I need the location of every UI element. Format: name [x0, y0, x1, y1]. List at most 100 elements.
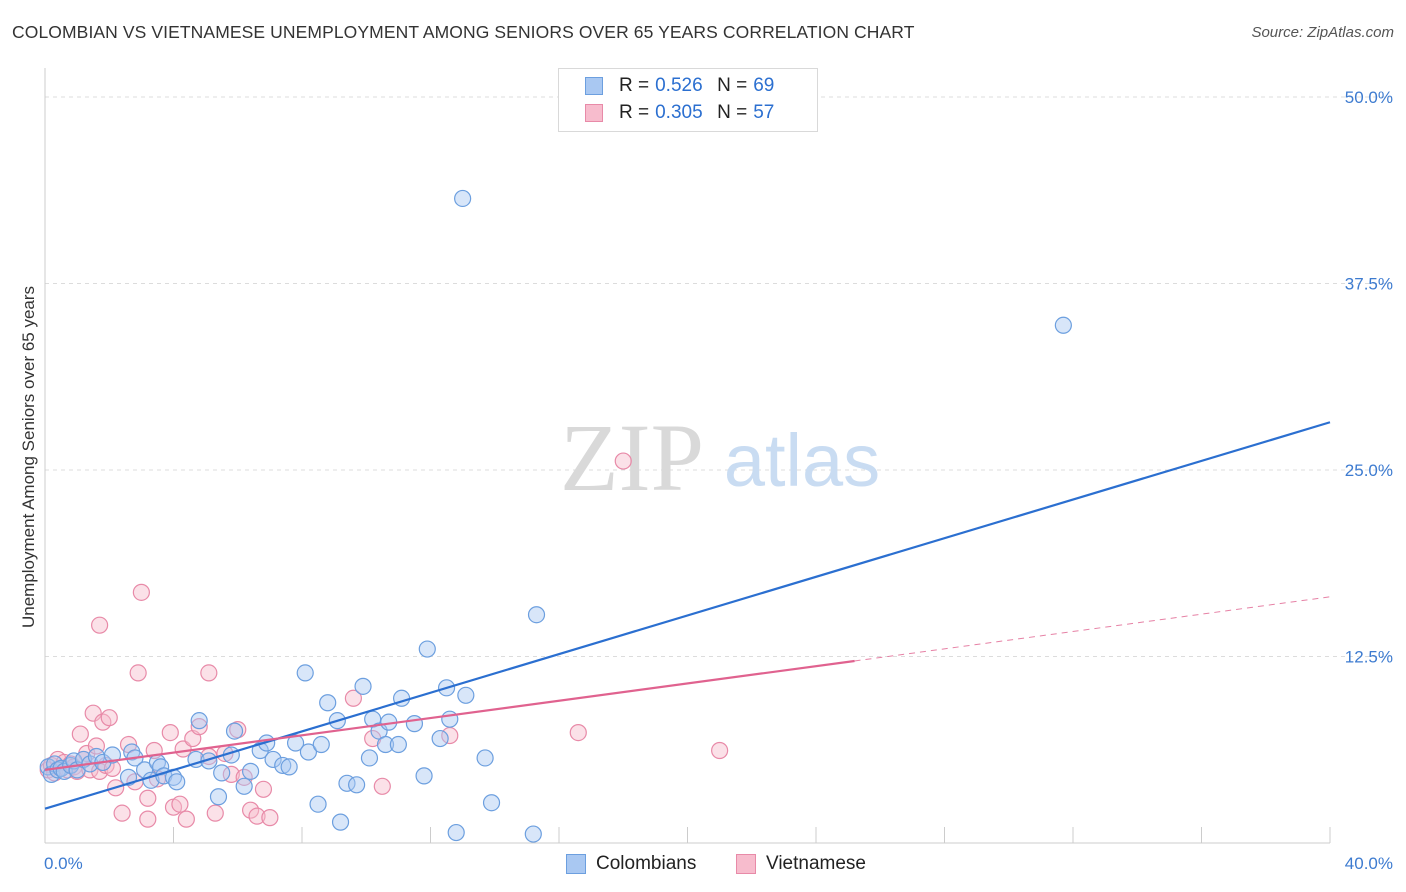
colombians-legend-swatch — [566, 854, 586, 874]
colombians-point — [309, 795, 327, 813]
colombians-point — [354, 677, 372, 695]
colombians-point — [296, 664, 314, 682]
colombians-point — [331, 813, 350, 831]
legend-r-label: R = — [619, 102, 650, 123]
colombians-point — [319, 694, 337, 712]
colombians-point — [360, 749, 379, 767]
vietnamese-point — [190, 718, 208, 736]
colombians-point — [441, 710, 459, 728]
vietnamese-point — [100, 709, 118, 727]
vietnamese-point — [113, 804, 131, 822]
vietnamese-point — [248, 807, 266, 825]
chart-title: COLOMBIAN VS VIETNAMESE UNEMPLOYMENT AMO… — [12, 22, 915, 42]
colombians-point — [286, 734, 305, 752]
colombians-swatch — [585, 77, 603, 95]
colombians-point — [454, 189, 472, 208]
x-tick-label-min: 0.0% — [44, 854, 83, 873]
vietnamese-point — [235, 768, 253, 786]
vietnamese-legend-swatch — [736, 854, 756, 874]
colombians-point — [376, 735, 395, 754]
vietnamese-point — [614, 452, 632, 470]
vietnamese-trendline-extension — [854, 596, 1331, 662]
vietnamese-point — [71, 725, 89, 743]
colombians-point — [482, 794, 501, 812]
colombians-point — [299, 743, 318, 761]
colombians-point — [447, 823, 465, 842]
legend-row-vietnamese: R = 0.305 N = 57 — [585, 101, 774, 125]
legend-row-colombians: R = 0.526 N = 69 — [585, 74, 774, 98]
bottom-legend-colombians: Colombians — [566, 852, 696, 876]
colombians-point — [348, 776, 366, 794]
colombians-point — [242, 762, 260, 780]
vietnamese-point — [161, 723, 179, 742]
colombians-point — [235, 777, 253, 795]
legend-r-value: 0.526 — [655, 75, 703, 96]
stats-legend: R = 0.526 N = 69 R = 0.305 N = 57 — [558, 68, 818, 132]
colombians-point — [190, 712, 208, 730]
vietnamese-point — [132, 583, 150, 601]
y-tick-label: 50.0% — [1345, 88, 1393, 107]
colombians-point — [1054, 316, 1072, 334]
colombians-point — [389, 735, 407, 754]
vietnamese-point — [254, 780, 273, 798]
grid-layer — [45, 96, 1392, 657]
colombians-point — [457, 686, 475, 704]
trendlines — [44, 421, 1331, 810]
legend-r-value: 0.305 — [655, 102, 703, 123]
colombians-legend-label: Colombians — [596, 853, 697, 874]
colombians-points — [39, 189, 1072, 843]
vietnamese-point — [373, 777, 391, 795]
vietnamese-point — [200, 664, 218, 682]
vietnamese-point — [139, 810, 157, 828]
colombians-point — [415, 767, 433, 785]
y-tick-label: 12.5% — [1345, 648, 1393, 667]
colombians-point — [280, 758, 298, 776]
vietnamese-swatch — [585, 104, 603, 122]
vietnamese-point — [711, 741, 729, 760]
colombians-point — [103, 746, 122, 764]
axes-layer — [44, 68, 1331, 844]
vietnamese-legend-label: Vietnamese — [766, 853, 866, 874]
watermark: ZIP atlas — [560, 404, 880, 511]
tick-labels: 12.5% 25.0% 37.5% 50.0% 0.0% 40.0% — [44, 88, 1393, 873]
colombians-point — [225, 722, 244, 740]
vietnamese-point — [261, 809, 279, 827]
vietnamese-trendline — [44, 659, 855, 771]
vietnamese-point — [171, 795, 189, 813]
colombians-point — [527, 606, 546, 624]
colombians-point — [274, 756, 292, 775]
vietnamese-point — [242, 801, 260, 819]
vietnamese-point — [569, 723, 587, 742]
colombians-point — [524, 825, 542, 843]
watermark-zip: ZIP — [560, 404, 704, 511]
vietnamese-point — [129, 664, 147, 682]
y-tick-label: 25.0% — [1345, 461, 1393, 480]
colombians-point — [264, 750, 282, 769]
vietnamese-point — [344, 689, 362, 707]
colombians-point — [418, 640, 436, 658]
source-label: Source: ZipAtlas.com — [1251, 24, 1394, 41]
legend-n-value: 57 — [753, 102, 775, 123]
vietnamese-point — [91, 616, 109, 634]
y-tick-label: 37.5% — [1345, 275, 1393, 294]
colombians-point — [405, 715, 424, 733]
vietnamese-points — [39, 452, 729, 828]
colombians-point — [213, 764, 231, 782]
y-axis-label: Unemployment Among Seniors over 65 years — [19, 286, 38, 628]
colombians-point — [209, 788, 228, 806]
bottom-legend-vietnamese: Vietnamese — [736, 852, 866, 876]
colombians-point — [168, 773, 186, 791]
colombians-point — [476, 749, 494, 767]
vietnamese-point — [177, 810, 195, 828]
legend-n-label: N = — [717, 102, 748, 123]
legend-n-label: N = — [717, 75, 748, 96]
vietnamese-point — [206, 804, 224, 822]
colombians-trendline — [44, 421, 1331, 810]
colombians-point — [312, 735, 330, 754]
colombians-point — [431, 729, 449, 748]
x-tick-label-max: 40.0% — [1345, 854, 1393, 873]
legend-n-value: 69 — [753, 75, 775, 96]
legend-r-label: R = — [619, 75, 650, 96]
vietnamese-point — [139, 789, 157, 807]
